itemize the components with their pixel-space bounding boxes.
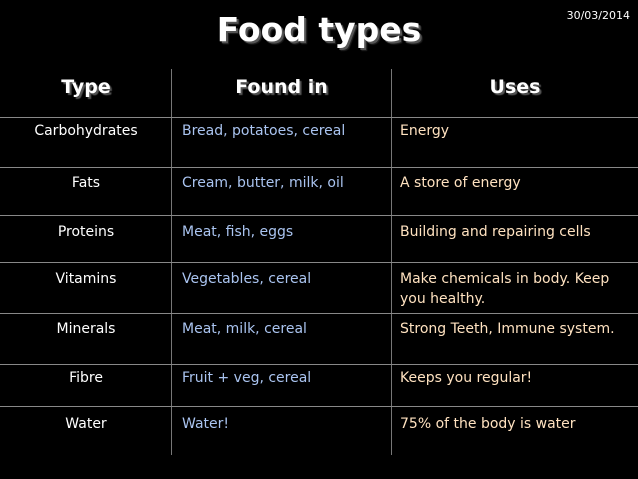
cell-type: Vitamins bbox=[55, 271, 117, 287]
cell-found-in: Cream, butter, milk, oil bbox=[182, 175, 344, 191]
cell-found-in: Water! bbox=[182, 416, 229, 432]
cell-found-in: Vegetables, cereal bbox=[182, 271, 312, 287]
header-found-in: Found in bbox=[235, 76, 328, 98]
row-divider bbox=[0, 406, 638, 407]
cell-found-in: Bread, potatoes, cereal bbox=[182, 123, 346, 139]
cell-uses: Energy bbox=[400, 123, 450, 139]
cell-type: Carbohydrates bbox=[34, 123, 138, 139]
row-divider bbox=[0, 167, 638, 168]
cell-uses: Make chemicals in body. Keep you healthy… bbox=[400, 271, 610, 307]
cell-found-in: Meat, milk, cereal bbox=[182, 321, 307, 337]
food-types-table: Type Found in Uses Carbohydrates Bread, … bbox=[0, 69, 638, 455]
header-type: Type bbox=[61, 76, 111, 98]
row-divider bbox=[0, 215, 638, 216]
cell-uses: Strong Teeth, Immune system. bbox=[400, 321, 615, 337]
cell-found-in: Meat, fish, eggs bbox=[182, 224, 294, 240]
cell-uses: Keeps you regular! bbox=[400, 370, 533, 386]
cell-uses: 75% of the body is water bbox=[400, 416, 576, 432]
cell-found-in: Fruit + veg, cereal bbox=[182, 370, 312, 386]
cell-type: Fats bbox=[71, 175, 101, 191]
row-divider bbox=[0, 262, 638, 263]
row-divider bbox=[0, 364, 638, 365]
cell-type: Minerals bbox=[56, 321, 116, 337]
cell-type: Proteins bbox=[57, 224, 115, 240]
row-divider bbox=[0, 313, 638, 314]
cell-type: Water bbox=[65, 416, 107, 432]
cell-type: Fibre bbox=[69, 370, 103, 386]
row-divider bbox=[0, 117, 638, 118]
slide-title: Food types bbox=[216, 10, 422, 49]
header-uses: Uses bbox=[489, 76, 541, 98]
cell-uses: Building and repairing cells bbox=[400, 224, 591, 240]
cell-uses: A store of energy bbox=[400, 175, 521, 191]
slide-date: 30/03/2014 bbox=[566, 9, 630, 22]
